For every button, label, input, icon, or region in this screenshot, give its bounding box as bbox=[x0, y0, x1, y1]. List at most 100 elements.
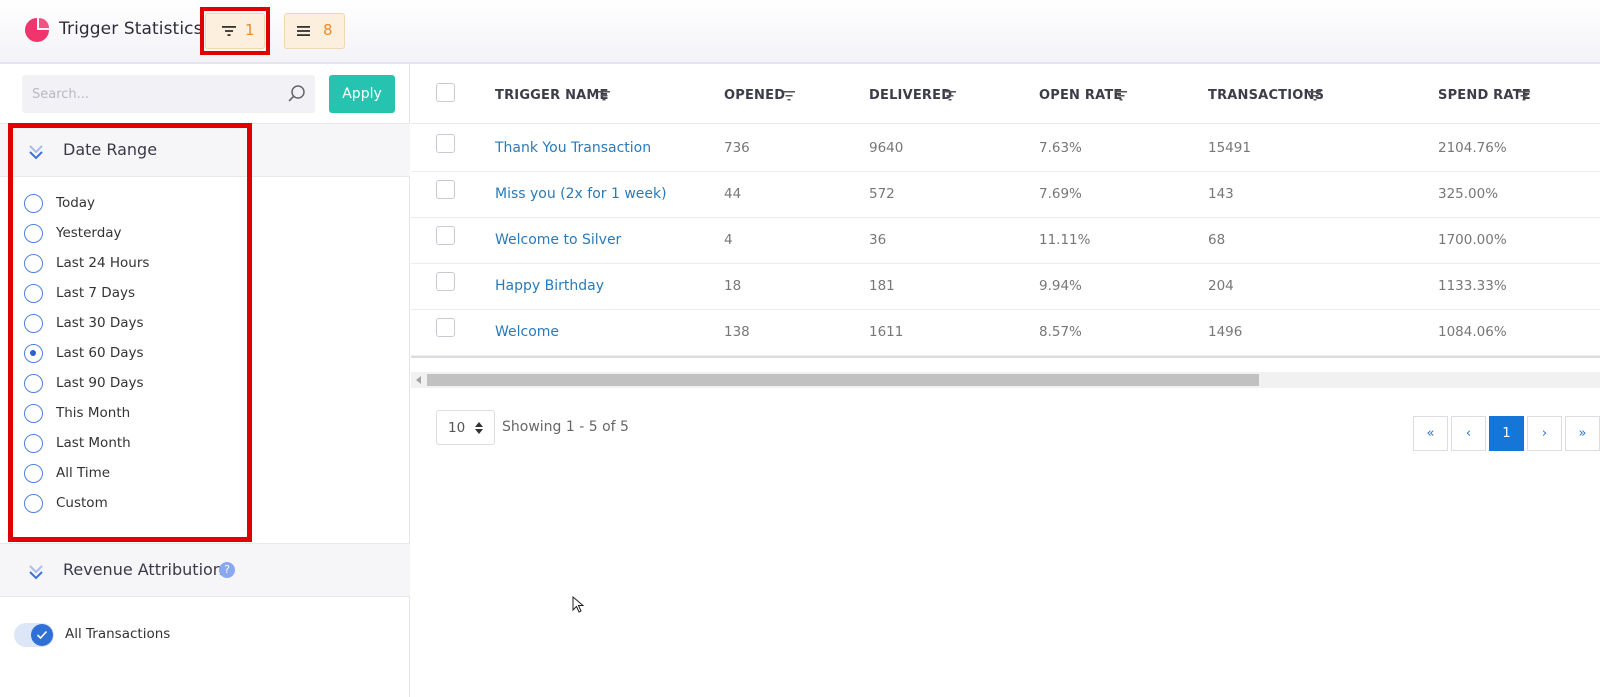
radio-button[interactable] bbox=[24, 254, 43, 273]
column-filter-icon[interactable] bbox=[1309, 90, 1321, 101]
all-transactions-toggle[interactable] bbox=[14, 623, 54, 647]
date-range-option[interactable]: This Month bbox=[24, 402, 244, 426]
radio-label: Last 90 Days bbox=[56, 375, 144, 391]
filter-icon bbox=[222, 26, 236, 36]
radio-button[interactable] bbox=[24, 494, 43, 513]
row-checkbox[interactable] bbox=[436, 272, 455, 291]
column-filter-icon[interactable] bbox=[944, 90, 956, 101]
date-range-option[interactable]: All Time bbox=[24, 462, 244, 486]
trigger-name-link[interactable]: Thank You Transaction bbox=[495, 140, 652, 156]
sort-arrows-icon bbox=[475, 422, 483, 434]
per-page-select[interactable]: 10 bbox=[436, 410, 495, 445]
trigger-name-link[interactable]: Happy Birthday bbox=[495, 278, 604, 294]
column-header[interactable]: SPEND RATE bbox=[1438, 88, 1531, 103]
table-cell: 9.94% bbox=[1039, 278, 1082, 294]
date-range-option[interactable]: Yesterday bbox=[24, 222, 244, 246]
page-1-button[interactable]: 1 bbox=[1489, 416, 1524, 451]
table-row[interactable]: Welcome to Silver 4 36 11.11% 68 1700.00% bbox=[411, 217, 1600, 264]
radio-button[interactable] bbox=[24, 194, 43, 213]
radio-button[interactable] bbox=[24, 374, 43, 393]
column-header[interactable]: TRIGGER NAME bbox=[495, 88, 609, 103]
radio-label: Last 60 Days bbox=[56, 345, 144, 361]
column-filter-icon[interactable] bbox=[1115, 90, 1127, 101]
row-checkbox[interactable] bbox=[436, 226, 455, 245]
filter-toggle-button[interactable]: 1 bbox=[205, 13, 265, 49]
radio-button[interactable] bbox=[24, 344, 43, 363]
radio-button[interactable] bbox=[24, 434, 43, 453]
trigger-name-link[interactable]: Welcome bbox=[495, 324, 560, 340]
select-all-checkbox[interactable] bbox=[436, 83, 455, 102]
scrollbar-thumb[interactable] bbox=[427, 374, 1259, 386]
table-cell: 736 bbox=[724, 140, 750, 156]
table-cell: 9640 bbox=[869, 140, 904, 156]
date-range-option[interactable]: Last 30 Days bbox=[24, 312, 244, 336]
columns-toggle-button[interactable]: 8 bbox=[284, 13, 345, 49]
chevron-double-down-icon[interactable] bbox=[27, 142, 45, 162]
radio-label: Yesterday bbox=[56, 225, 122, 241]
table-cell: 2104.76% bbox=[1438, 140, 1507, 156]
column-header[interactable]: OPEN RATE bbox=[1039, 88, 1123, 103]
table-cell: 1496 bbox=[1208, 324, 1243, 340]
table-cell: 7.69% bbox=[1039, 186, 1082, 202]
table-header: TRIGGER NAME OPENED DELIVERED OPEN RATE TRAN… bbox=[411, 64, 1600, 124]
date-range-option[interactable]: Last 60 Days bbox=[24, 342, 244, 366]
table-row[interactable]: Thank You Transaction 736 9640 7.63% 15491 21… bbox=[411, 125, 1600, 172]
apply-button[interactable]: Apply bbox=[329, 75, 395, 113]
prev-page-button[interactable]: ‹ bbox=[1451, 416, 1486, 451]
table-row[interactable]: Welcome 138 1611 8.57% 1496 1084.06% bbox=[411, 309, 1600, 356]
row-checkbox[interactable] bbox=[436, 180, 455, 199]
table-cell: 68 bbox=[1208, 232, 1226, 248]
check-icon bbox=[36, 630, 48, 640]
table-cell: 572 bbox=[869, 186, 895, 202]
date-range-option[interactable]: Last 7 Days bbox=[24, 282, 244, 306]
date-range-title: Date Range bbox=[63, 140, 158, 159]
column-filter-icon[interactable] bbox=[1518, 90, 1530, 101]
first-page-button[interactable]: « bbox=[1413, 416, 1448, 451]
radio-button[interactable] bbox=[24, 464, 43, 483]
last-page-button[interactable]: » bbox=[1565, 416, 1600, 451]
column-header[interactable]: DELIVERED bbox=[869, 88, 953, 103]
trigger-name-link[interactable]: Welcome to Silver bbox=[495, 232, 622, 248]
table-cell: 7.63% bbox=[1039, 140, 1082, 156]
column-filter-icon[interactable] bbox=[783, 90, 795, 101]
date-range-option[interactable]: Today bbox=[24, 192, 244, 216]
date-range-option[interactable]: Last 90 Days bbox=[24, 372, 244, 396]
column-header[interactable]: OPENED bbox=[724, 88, 786, 103]
row-checkbox[interactable] bbox=[436, 134, 455, 153]
search-input[interactable] bbox=[22, 75, 272, 113]
toggle-knob bbox=[31, 624, 53, 646]
table-cell: 4 bbox=[724, 232, 733, 248]
table-row[interactable]: Happy Birthday 18 181 9.94% 204 1133.33% bbox=[411, 263, 1600, 310]
search-box bbox=[22, 75, 315, 113]
per-page-value: 10 bbox=[448, 420, 466, 436]
table-row[interactable]: Miss you (2x for 1 week) 44 572 7.69% 143 325… bbox=[411, 171, 1600, 218]
date-range-option[interactable]: Last Month bbox=[24, 432, 244, 456]
revenue-attribution-title: Revenue Attribution bbox=[63, 560, 223, 579]
radio-button[interactable] bbox=[24, 314, 43, 333]
next-page-button[interactable]: › bbox=[1527, 416, 1562, 451]
chevron-double-down-icon[interactable] bbox=[27, 562, 45, 582]
help-icon[interactable]: ? bbox=[219, 562, 235, 578]
column-header[interactable]: TRANSACTIONS bbox=[1208, 88, 1325, 103]
scroll-left-arrow-icon[interactable] bbox=[416, 376, 421, 384]
table-cell: 138 bbox=[724, 324, 750, 340]
table-cell: 1133.33% bbox=[1438, 278, 1507, 294]
column-filter-icon[interactable] bbox=[598, 90, 610, 101]
date-range-option[interactable]: Last 24 Hours bbox=[24, 252, 244, 276]
radio-label: Custom bbox=[56, 495, 108, 511]
trigger-name-link[interactable]: Miss you (2x for 1 week) bbox=[495, 186, 667, 202]
radio-label: All Time bbox=[56, 465, 111, 481]
table-cell: 1611 bbox=[869, 324, 904, 340]
radio-button[interactable] bbox=[24, 404, 43, 423]
showing-count: Showing 1 - 5 of 5 bbox=[502, 419, 629, 435]
date-range-section-header[interactable]: Date Range bbox=[0, 123, 410, 177]
row-checkbox[interactable] bbox=[436, 318, 455, 337]
radio-button[interactable] bbox=[24, 284, 43, 303]
radio-button[interactable] bbox=[24, 224, 43, 243]
revenue-attribution-section-header[interactable]: Revenue Attribution ? bbox=[0, 543, 410, 597]
horizontal-scrollbar[interactable] bbox=[411, 372, 1600, 388]
date-range-option[interactable]: Custom bbox=[24, 492, 244, 516]
table-cell: 44 bbox=[724, 186, 742, 202]
search-icon[interactable] bbox=[287, 84, 307, 104]
table-cell: 143 bbox=[1208, 186, 1234, 202]
